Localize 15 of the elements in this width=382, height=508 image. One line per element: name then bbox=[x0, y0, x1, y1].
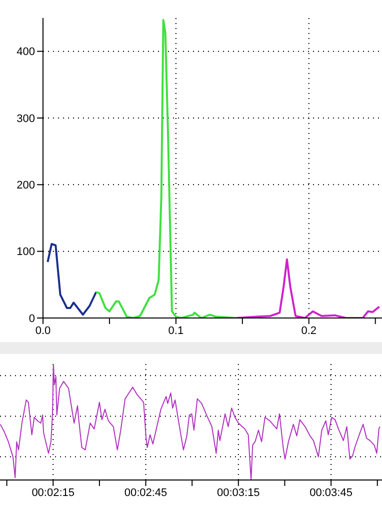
y-tick-label: 100 bbox=[16, 246, 35, 258]
x-tick-label: 00:02:45 bbox=[124, 486, 168, 499]
x-tick-label: 00:02:15 bbox=[32, 486, 75, 499]
x-tick-label: 0.1 bbox=[168, 324, 184, 337]
x-tick-label: 00:03:15 bbox=[216, 486, 260, 499]
y-tick-label: 0 bbox=[28, 312, 35, 325]
line-series bbox=[46, 243, 98, 316]
x-tick-label: 00:03:45 bbox=[310, 486, 352, 499]
y-tick-label: 200 bbox=[16, 180, 35, 192]
x-tick-label: 0.2 bbox=[301, 324, 317, 337]
y-tick-label: 300 bbox=[16, 112, 35, 125]
line-series bbox=[95, 19, 238, 318]
x-tick-label: 0.0 bbox=[35, 324, 51, 337]
y-tick-label: 400 bbox=[16, 46, 35, 58]
line-series bbox=[235, 258, 380, 318]
